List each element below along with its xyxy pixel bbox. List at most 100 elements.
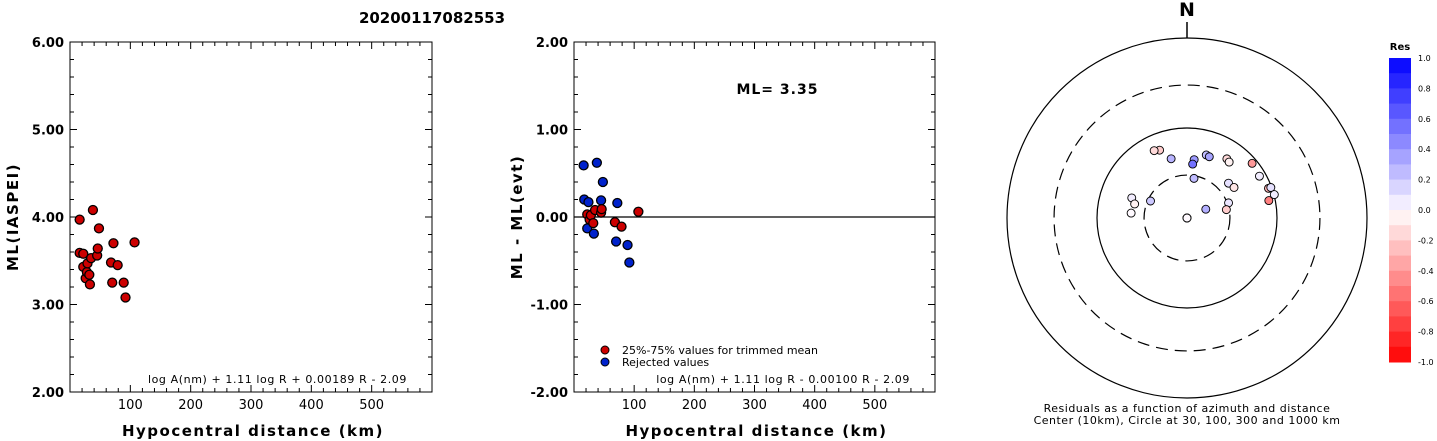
colorbar-title: Res [1390,42,1410,53]
colorbar-segment [1389,194,1411,211]
data-point [74,214,85,225]
y-tick-label: 2.00 [32,386,64,401]
station-residual-point [1188,159,1198,169]
colorbar-segment [1389,179,1411,196]
station-residual-point [1229,182,1239,192]
data-point [612,197,623,209]
colorbar-segment [1389,331,1411,348]
x-tick-label: 300 [742,398,767,413]
data-point [595,195,607,206]
station-residual-point [1204,152,1214,162]
colorbar-tick-label: 0.0 [1418,206,1431,215]
north-label: N [1179,0,1195,21]
x-tick-label: 500 [862,398,887,413]
station-residual-point [1130,199,1140,209]
plot-frame [69,41,433,393]
station-residual-point [1149,146,1159,156]
colorbar-tick-label: -0.8 [1418,328,1434,337]
polar-caption-line2: Center (10km), Circle at 30, 100, 300 an… [1034,414,1341,427]
data-point [597,176,609,188]
data-point [578,160,589,171]
colorbar-segment [1389,240,1411,257]
data-point [622,239,633,251]
x-tick-label: 400 [802,398,827,413]
data-point [108,238,119,249]
colorbar-tick-label: -1.0 [1418,358,1434,367]
station-residual-point [1146,196,1155,206]
azimuth-residual-polar-chart: N Residuals as a function of azimuth and … [1006,0,1434,427]
colorbar-tick-label: 0.4 [1418,145,1431,154]
x-tick-label: 200 [682,398,707,413]
y-tick-label: 5.00 [32,124,64,139]
distance-ring [1143,174,1231,262]
y-tick-label: 3.00 [32,299,64,314]
data-point [118,277,129,288]
data-point [92,243,103,254]
colorbar-segment [1389,164,1411,181]
colorbar-segment [1389,316,1411,333]
colorbar-segment [1389,255,1411,272]
x-axis-label: Hypocentral distance (km) [625,422,887,440]
data-point [129,237,140,248]
data-point [112,259,123,271]
y-tick-label: 1.00 [536,124,568,139]
x-axis-label: Hypocentral distance (km) [122,422,384,440]
colorbar-segment [1389,88,1411,105]
data-point [78,248,89,259]
data-point [84,269,95,280]
x-tick-label: 400 [299,398,324,413]
data-point [588,217,599,229]
station-residual-point [1269,190,1279,200]
station-residual-point [1266,183,1276,192]
polar-caption-line1: Residuals as a function of azimuth and d… [1044,402,1331,415]
data-point [588,228,600,239]
x-tick-label: 200 [178,398,203,413]
x-tick-label: 300 [239,398,264,413]
figure-title: 20200117082553 [359,9,505,27]
distance-ring [1006,37,1368,399]
data-point [93,223,105,234]
y-tick-label: 4.00 [32,211,64,226]
data-point [107,277,118,288]
y-axis-label: ML(IASPEI) [4,163,22,271]
station-residual-point [1254,171,1264,181]
station-residual-point [1166,154,1176,164]
colorbar-segment [1389,118,1411,135]
colorbar-tick-label: 1.0 [1418,54,1431,63]
station-residual-point [1189,173,1199,183]
colorbar-tick-label: 0.2 [1418,176,1431,185]
data-point [591,157,603,168]
colorbar-segment [1389,149,1411,165]
y-tick-label: 2.00 [536,36,568,51]
x-tick-label: 100 [118,398,143,413]
colorbar-segment [1389,73,1411,89]
residual-vs-distance-chart: 100 200 300 400 500 -2.00 -1.00 0.00 1.00 2.00 Hyp… [508,36,936,440]
data-point [610,236,622,247]
x-tick-label: 100 [622,398,647,413]
colorbar-segment [1389,286,1411,302]
formula-text: log A(nm) + 1.11 log R - 0.00100 R - 2.0… [656,373,910,386]
legend-label: 25%-75% values for trimmed mean [622,344,818,357]
data-point [84,279,96,290]
y-tick-label: 0.00 [536,211,568,226]
data-point [596,203,607,215]
legend-marker [600,357,610,367]
colorbar-segment [1389,134,1411,150]
distance-ring [1053,84,1321,352]
legend-label: Rejected values [622,356,709,369]
legend-marker [600,345,610,355]
station-residual-point [1221,205,1231,215]
data-point [87,204,99,216]
colorbar-tick-label: 0.8 [1418,84,1431,93]
ml-annotation: ML= 3.35 [736,82,818,98]
ml-vs-distance-chart: 100 200 300 400 500 2.00 3.00 4.00 5.00 6.00 Hypoc… [4,36,433,440]
station-residual-point [1224,157,1234,167]
data-point [624,257,635,268]
colorbar-segment [1389,225,1411,241]
colorbar-segment [1389,103,1411,120]
colorbar-tick-label: -0.2 [1418,236,1434,245]
station-residual-point [1201,204,1211,214]
colorbar-tick-label: -0.4 [1418,267,1434,276]
station-residual-point [1182,213,1192,223]
